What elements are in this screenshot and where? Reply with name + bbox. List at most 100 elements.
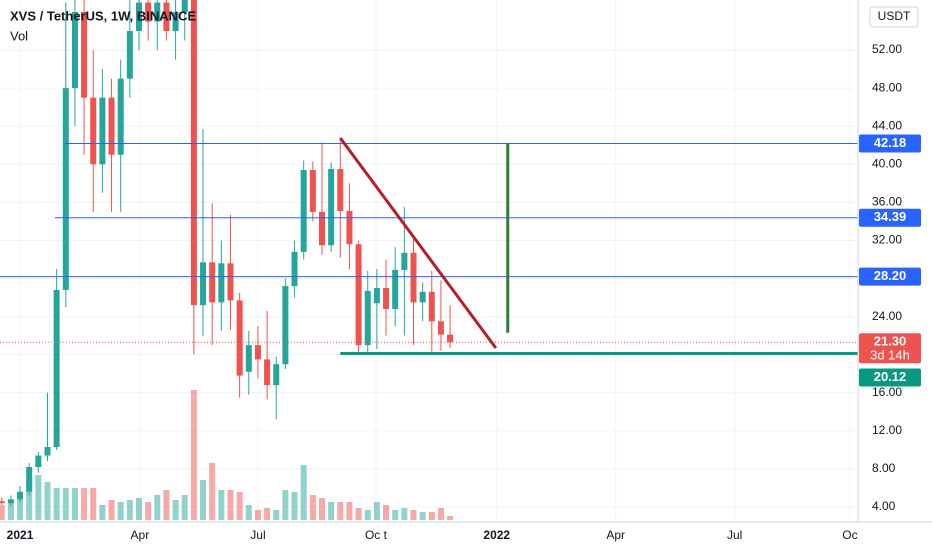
volume-bar xyxy=(0,505,5,520)
grid xyxy=(0,0,858,522)
volume-bar xyxy=(108,500,115,520)
volume-bar xyxy=(437,508,444,520)
volume-bar xyxy=(209,463,216,520)
candle-body xyxy=(35,455,42,467)
candle-body xyxy=(364,290,371,346)
y-tick-label: 16.00 xyxy=(872,385,902,399)
candle-body xyxy=(447,334,454,343)
candle-body xyxy=(318,211,325,246)
candle-body xyxy=(99,97,106,165)
candle-body xyxy=(218,263,225,303)
candle-body xyxy=(26,466,33,492)
volume-bar xyxy=(71,488,78,520)
candle-body xyxy=(172,11,179,32)
x-tick-label: Apr xyxy=(131,528,150,542)
volume-bar xyxy=(35,475,42,520)
candle-body xyxy=(117,78,124,155)
candle-body xyxy=(200,262,207,306)
candle-body xyxy=(428,291,435,322)
candle-body xyxy=(53,289,60,447)
candle-body xyxy=(7,499,14,504)
volume-bar xyxy=(383,505,390,520)
volume-bar xyxy=(309,495,316,520)
volume-bar xyxy=(81,488,88,520)
candle-body xyxy=(309,170,316,212)
level-label: 34.39 xyxy=(874,209,907,224)
chart-title: XVS / TetherUS, 1W, BINANCE xyxy=(10,8,196,23)
volume-pane xyxy=(0,390,454,520)
volume-bar xyxy=(273,510,280,520)
volume-bar xyxy=(364,510,371,520)
candle-body xyxy=(346,210,353,245)
candle-body xyxy=(282,286,289,365)
candle-body xyxy=(254,345,261,360)
volume-bar xyxy=(26,480,33,520)
y-tick-label: 52.00 xyxy=(872,42,902,56)
candles xyxy=(0,0,454,507)
candle-body xyxy=(154,2,161,22)
volume-bar xyxy=(410,510,417,520)
candle-body xyxy=(0,501,5,504)
volume-bar xyxy=(90,488,97,520)
candle-body xyxy=(163,2,170,32)
volume-bar xyxy=(117,502,124,520)
drawings xyxy=(0,137,858,356)
volume-bar xyxy=(163,490,170,520)
candle-body xyxy=(291,251,298,287)
trend-line xyxy=(339,137,498,349)
y-tick-label: 8.00 xyxy=(872,461,896,475)
volume-bar xyxy=(126,500,133,520)
candle-body xyxy=(236,300,243,376)
x-tick-label: Apr xyxy=(606,528,625,542)
candle-body xyxy=(190,0,197,306)
candle-body xyxy=(410,252,417,303)
candle-body xyxy=(437,321,444,335)
volume-bar xyxy=(355,508,362,520)
volume-bar xyxy=(227,490,234,520)
candle-body xyxy=(71,11,78,89)
candle-body xyxy=(264,359,271,386)
currency-button[interactable] xyxy=(869,6,919,28)
volume-bar xyxy=(291,492,298,520)
x-tick-label: Jul xyxy=(727,528,742,542)
volume-bar xyxy=(328,502,335,520)
volume-bar xyxy=(172,500,179,520)
volume-bar xyxy=(264,508,271,520)
candle-body xyxy=(355,244,362,346)
y-tick-label: 40.00 xyxy=(872,156,902,170)
support-label-box xyxy=(859,368,921,387)
x-tick-label: Oc t xyxy=(365,528,388,542)
candle-body xyxy=(126,31,133,79)
volume-bar xyxy=(282,490,289,520)
volume-title: Vol xyxy=(10,28,28,43)
candle-body xyxy=(108,97,115,155)
candle-body xyxy=(300,170,307,252)
volume-bar xyxy=(346,502,353,520)
level-label-box xyxy=(859,208,921,227)
candle-body xyxy=(209,262,216,303)
candle-body xyxy=(227,263,234,301)
volume-bar xyxy=(53,488,60,520)
countdown-label: 3d 14h xyxy=(870,348,910,363)
volume-bar xyxy=(190,390,197,520)
candle-body xyxy=(181,0,188,12)
volume-bar xyxy=(218,490,225,520)
candle-body xyxy=(62,88,69,290)
level-label-box xyxy=(859,134,921,153)
currency-label: USDT xyxy=(878,9,911,23)
volume-bar xyxy=(200,480,207,520)
candle-body xyxy=(383,288,390,309)
y-tick-label: 12.00 xyxy=(872,423,902,437)
volume-bar xyxy=(236,492,243,520)
volume-bar xyxy=(373,502,380,520)
candle-body xyxy=(373,288,380,304)
volume-bar xyxy=(428,512,435,520)
volume-bar xyxy=(419,512,426,520)
axes: 4.008.0012.0016.0020.0024.0028.0032.0036… xyxy=(7,42,921,542)
x-tick-label: 2021 xyxy=(7,528,34,542)
y-tick-label: 24.00 xyxy=(872,309,902,323)
volume-bar xyxy=(154,495,161,520)
volume-bar xyxy=(245,505,252,520)
candle-body xyxy=(273,364,280,386)
volume-bar xyxy=(62,488,69,520)
